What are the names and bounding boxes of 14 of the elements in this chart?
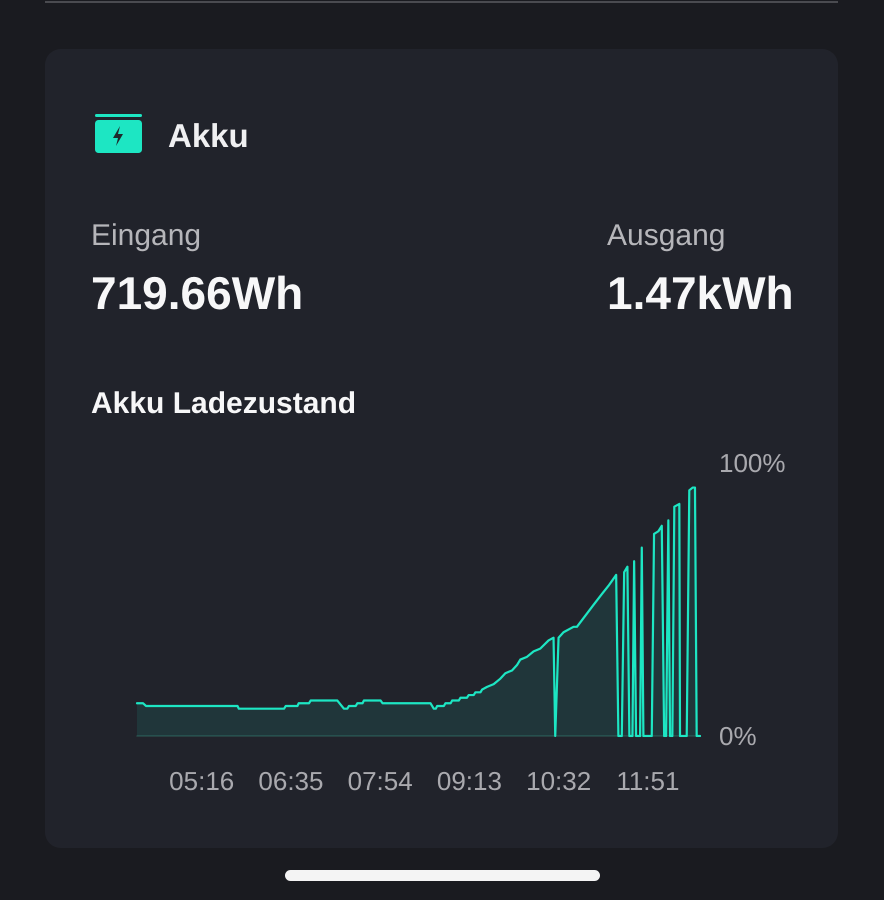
chart-subtitle: Akku Ladezustand <box>91 387 356 420</box>
text: Ausgang <box>607 219 726 252</box>
chart-title: Akku <box>168 117 249 154</box>
y-tick-label: 0% <box>719 721 757 751</box>
x-tick-label: 09:13 <box>436 766 502 796</box>
text: 719.66Wh <box>91 267 304 319</box>
text: 1.47kWh <box>607 267 794 319</box>
x-tick-label: 05:16 <box>169 766 234 796</box>
x-tick-label: 07:54 <box>348 766 413 796</box>
y-tick-label: 100% <box>719 448 786 478</box>
text: Eingang <box>91 219 202 252</box>
x-tick-label: 11:51 <box>616 766 680 796</box>
x-tick-label: 06:35 <box>258 766 324 796</box>
x-tick-label: 10:32 <box>526 766 592 796</box>
